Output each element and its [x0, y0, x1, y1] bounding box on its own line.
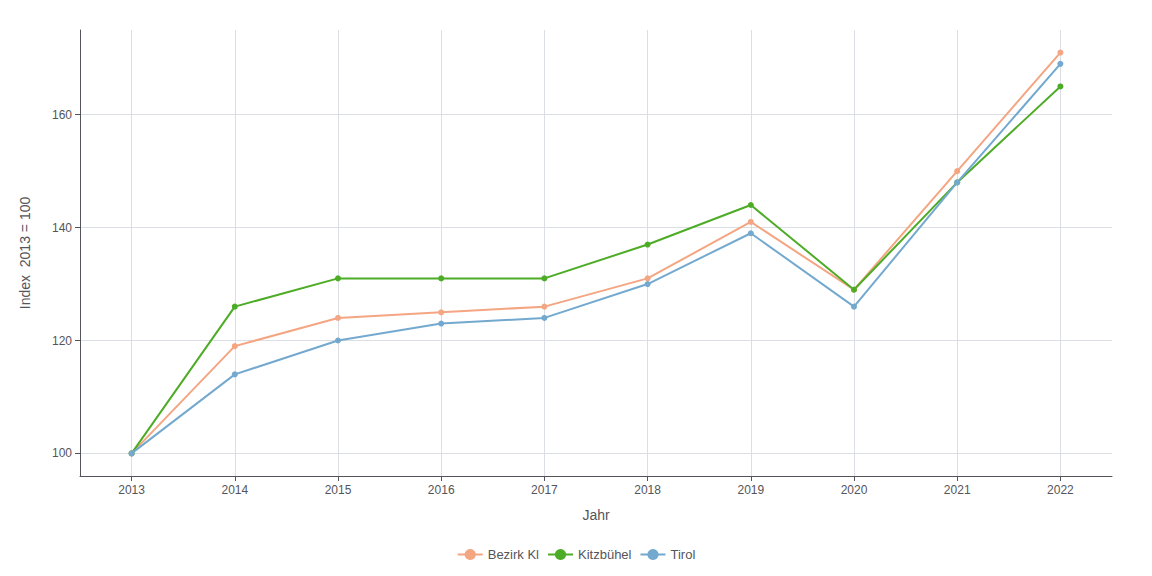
svg-text:2016: 2016 — [428, 483, 455, 497]
svg-text:2013: 2013 — [118, 483, 145, 497]
svg-text:120: 120 — [52, 334, 72, 348]
svg-text:2018: 2018 — [634, 483, 661, 497]
svg-text:Index 2013 = 100: Index 2013 = 100 — [17, 197, 33, 310]
svg-text:160: 160 — [52, 108, 72, 122]
svg-text:2022: 2022 — [1047, 483, 1074, 497]
svg-text:2014: 2014 — [221, 483, 248, 497]
svg-text:2020: 2020 — [841, 483, 868, 497]
svg-text:2021: 2021 — [944, 483, 971, 497]
svg-text:Jahr: Jahr — [582, 507, 610, 523]
svg-text:100: 100 — [52, 446, 72, 460]
svg-text:Kitzbühel: Kitzbühel — [578, 547, 632, 562]
svg-text:140: 140 — [52, 221, 72, 235]
svg-text:Tirol: Tirol — [670, 547, 695, 562]
svg-text:Bezirk Kl: Bezirk Kl — [488, 547, 539, 562]
svg-text:2019: 2019 — [737, 483, 764, 497]
svg-text:2017: 2017 — [531, 483, 558, 497]
svg-text:2015: 2015 — [325, 483, 352, 497]
